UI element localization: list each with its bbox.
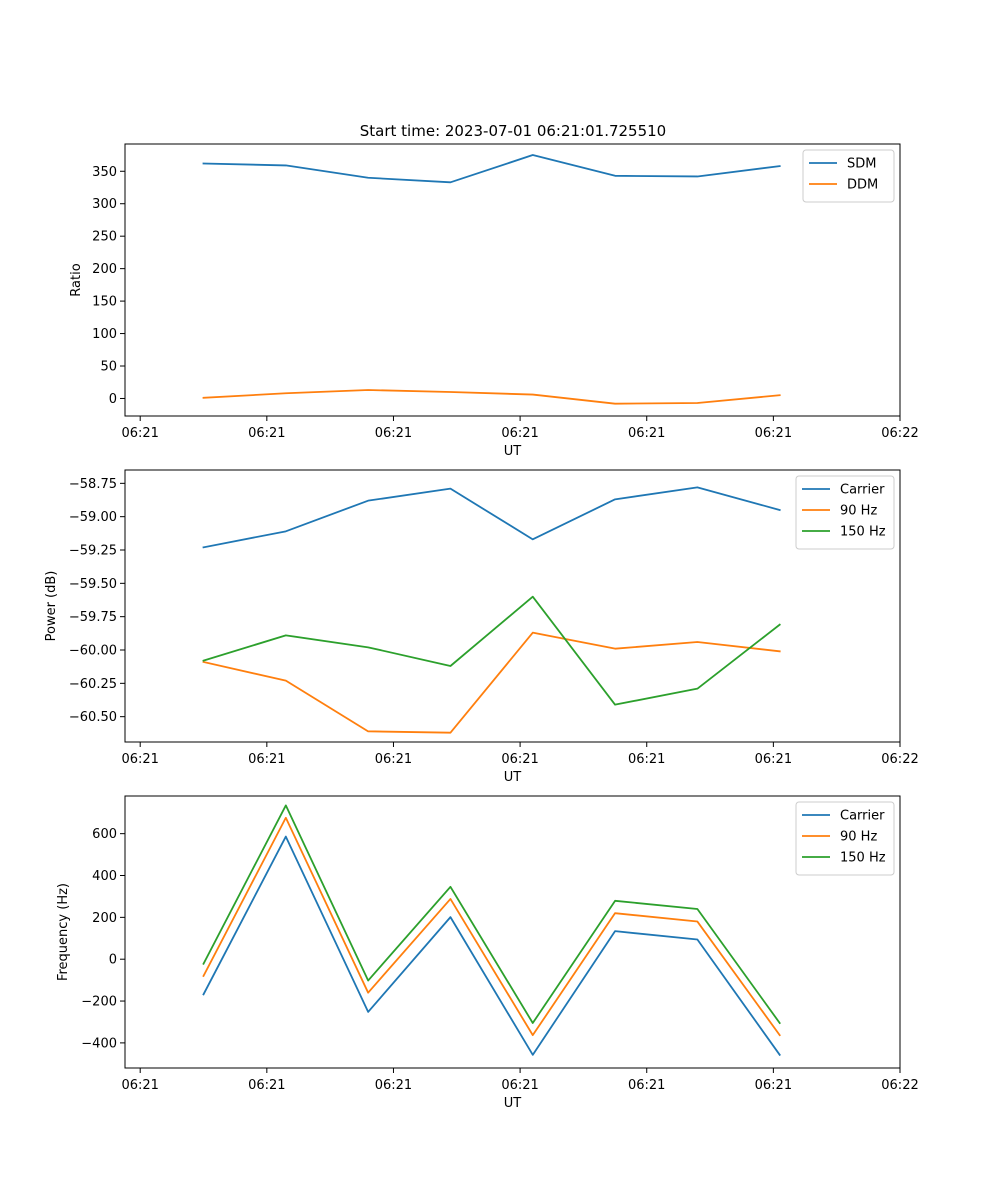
power-legend: Carrier 90 Hz 150 Hz bbox=[795, 475, 895, 550]
frequency-legend-label-carrier: Carrier bbox=[840, 809, 885, 824]
frequency-y-tick-label: 200 bbox=[92, 911, 117, 926]
ratio-x-tick-label: 06:21 bbox=[628, 426, 665, 441]
power-axes-frame bbox=[124, 469, 901, 743]
frequency-x-tick-label: 06:22 bbox=[881, 1078, 918, 1093]
frequency-y-tick-label: −200 bbox=[81, 995, 117, 1010]
frequency-legend-label-150-hz: 150 Hz bbox=[840, 851, 886, 866]
power-series-150-hz-line bbox=[202, 595, 781, 706]
power-y-axis-label: Power (dB) bbox=[44, 571, 59, 642]
ratio-panel: 06:21 06:21 06:21 06:21 06:21 06:21 06:22 0 50 10… bbox=[69, 143, 919, 459]
frequency-x-axis-label: UT bbox=[504, 1096, 522, 1111]
ratio-y-tick-label: 250 bbox=[92, 230, 117, 245]
ratio-x-axis-label: UT bbox=[504, 444, 522, 459]
frequency-series-group bbox=[202, 804, 781, 1057]
ratio-x-tick-label: 06:21 bbox=[375, 426, 412, 441]
frequency-series-carrier-line bbox=[202, 835, 781, 1057]
frequency-y-tick-label: −400 bbox=[81, 1036, 117, 1051]
power-legend-label-150-hz: 150 Hz bbox=[840, 525, 886, 540]
ratio-y-tick-label: 350 bbox=[92, 165, 117, 180]
ratio-series-group bbox=[202, 154, 781, 405]
power-y-tick-label: −60.25 bbox=[69, 677, 117, 692]
ratio-legend: SDM DDM bbox=[802, 149, 895, 203]
ratio-x-tick-label: 06:21 bbox=[755, 426, 792, 441]
frequency-y-tick-label: 600 bbox=[92, 827, 117, 842]
power-x-tick-label: 06:21 bbox=[755, 752, 792, 767]
frequency-y-tick-label: 0 bbox=[109, 953, 117, 968]
frequency-y-axis-label: Frequency (Hz) bbox=[56, 883, 71, 981]
ratio-y-tick-label: 300 bbox=[92, 197, 117, 212]
ratio-axes-frame bbox=[124, 143, 901, 417]
power-x-axis-label: UT bbox=[504, 770, 522, 785]
frequency-panel: 06:21 06:21 06:21 06:21 06:21 06:21 06:22 −400 −… bbox=[56, 795, 919, 1111]
frequency-x-tick-label: 06:21 bbox=[375, 1078, 412, 1093]
power-x-tick-label: 06:21 bbox=[121, 752, 158, 767]
ratio-y-tick-label: 0 bbox=[109, 392, 117, 407]
frequency-x-tick-label: 06:21 bbox=[248, 1078, 285, 1093]
power-x-tick-label: 06:21 bbox=[628, 752, 665, 767]
frequency-legend-label-90-hz: 90 Hz bbox=[840, 830, 877, 845]
power-y-tick-label: −59.75 bbox=[69, 610, 117, 625]
frequency-y-tick-label: 400 bbox=[92, 869, 117, 884]
frequency-x-tick-label: 06:21 bbox=[755, 1078, 792, 1093]
power-legend-label-90-hz: 90 Hz bbox=[840, 504, 877, 519]
power-x-tick-label: 06:21 bbox=[375, 752, 412, 767]
ratio-x-tick-label: 06:21 bbox=[501, 426, 538, 441]
power-y-tick-label: −59.00 bbox=[69, 510, 117, 525]
figure-title: Start time: 2023-07-01 06:21:01.725510 bbox=[360, 122, 666, 140]
power-y-tick-label: −59.50 bbox=[69, 577, 117, 592]
ratio-x-tick-label: 06:21 bbox=[248, 426, 285, 441]
ratio-y-tick-label: 200 bbox=[92, 262, 117, 277]
ratio-series-sdm-line bbox=[202, 154, 781, 184]
frequency-legend: Carrier 90 Hz 150 Hz bbox=[795, 801, 895, 876]
frequency-x-tick-label: 06:21 bbox=[628, 1078, 665, 1093]
ratio-y-tick-label: 150 bbox=[92, 295, 117, 310]
power-y-tick-label: −59.25 bbox=[69, 544, 117, 559]
power-x-tick-label: 06:21 bbox=[248, 752, 285, 767]
power-y-tick-label: −58.75 bbox=[69, 477, 117, 492]
power-legend-label-carrier: Carrier bbox=[840, 483, 885, 498]
ratio-x-tick-label: 06:21 bbox=[121, 426, 158, 441]
power-panel: 06:21 06:21 06:21 06:21 06:21 06:21 06:22 −60.5… bbox=[44, 469, 919, 785]
ratio-y-axis-label: Ratio bbox=[69, 263, 84, 296]
ratio-y-tick-label: 100 bbox=[92, 327, 117, 342]
power-series-group bbox=[202, 486, 781, 734]
power-x-tick-label: 06:22 bbox=[881, 752, 918, 767]
power-y-tick-label: −60.50 bbox=[69, 710, 117, 725]
frequency-axes-frame bbox=[124, 795, 901, 1069]
power-series-carrier-line bbox=[202, 486, 781, 549]
ratio-y-tick-label: 50 bbox=[100, 360, 117, 375]
power-series-90-hz-line bbox=[202, 631, 781, 734]
frequency-series-150-hz-line bbox=[202, 804, 781, 1025]
ratio-x-tick-label: 06:22 bbox=[881, 426, 918, 441]
ratio-legend-label-ddm: DDM bbox=[847, 178, 878, 193]
power-y-tick-label: −60.00 bbox=[69, 644, 117, 659]
power-x-tick-label: 06:21 bbox=[501, 752, 538, 767]
frequency-x-tick-label: 06:21 bbox=[501, 1078, 538, 1093]
ratio-legend-label-sdm: SDM bbox=[847, 157, 876, 172]
ratio-series-ddm-line bbox=[202, 389, 781, 405]
frequency-series-90-hz-line bbox=[202, 816, 781, 1037]
frequency-x-tick-label: 06:21 bbox=[121, 1078, 158, 1093]
